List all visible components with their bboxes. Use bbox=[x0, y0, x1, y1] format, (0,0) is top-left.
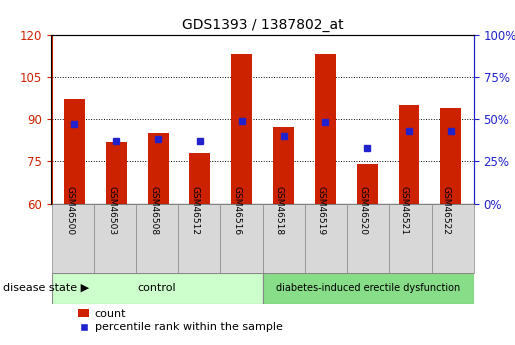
Bar bbox=[52, 204, 94, 273]
Bar bbox=[231, 54, 252, 204]
Bar bbox=[106, 141, 127, 204]
Text: GSM46519: GSM46519 bbox=[316, 186, 325, 235]
Text: disease state ▶: disease state ▶ bbox=[3, 283, 89, 293]
Bar bbox=[94, 204, 136, 273]
Legend: count, percentile rank within the sample: count, percentile rank within the sample bbox=[78, 309, 283, 333]
Bar bbox=[64, 99, 85, 204]
Bar bbox=[220, 204, 263, 273]
Text: GSM46512: GSM46512 bbox=[191, 186, 200, 235]
Bar bbox=[273, 128, 294, 204]
Text: GSM46503: GSM46503 bbox=[107, 186, 116, 235]
Bar bbox=[315, 54, 336, 204]
Bar bbox=[148, 133, 168, 204]
Bar bbox=[347, 204, 389, 273]
Bar bbox=[263, 273, 474, 304]
Text: diabetes-induced erectile dysfunction: diabetes-induced erectile dysfunction bbox=[276, 283, 460, 293]
Title: GDS1393 / 1387802_at: GDS1393 / 1387802_at bbox=[182, 18, 344, 32]
Bar bbox=[357, 164, 377, 204]
Bar bbox=[52, 273, 263, 304]
Bar bbox=[305, 204, 347, 273]
Text: GSM46521: GSM46521 bbox=[400, 186, 409, 235]
Text: GSM46522: GSM46522 bbox=[442, 186, 451, 235]
Bar bbox=[440, 108, 461, 204]
Text: GSM46520: GSM46520 bbox=[358, 186, 367, 235]
Text: GSM46508: GSM46508 bbox=[149, 186, 158, 235]
Bar bbox=[432, 204, 474, 273]
Text: GSM46500: GSM46500 bbox=[65, 186, 75, 235]
Text: control: control bbox=[138, 283, 176, 293]
Bar bbox=[136, 204, 178, 273]
Bar bbox=[178, 204, 220, 273]
Bar bbox=[389, 204, 432, 273]
Bar bbox=[399, 105, 419, 204]
Bar bbox=[190, 153, 211, 204]
Text: GSM46516: GSM46516 bbox=[233, 186, 242, 235]
Bar bbox=[263, 204, 305, 273]
Text: GSM46518: GSM46518 bbox=[274, 186, 284, 235]
